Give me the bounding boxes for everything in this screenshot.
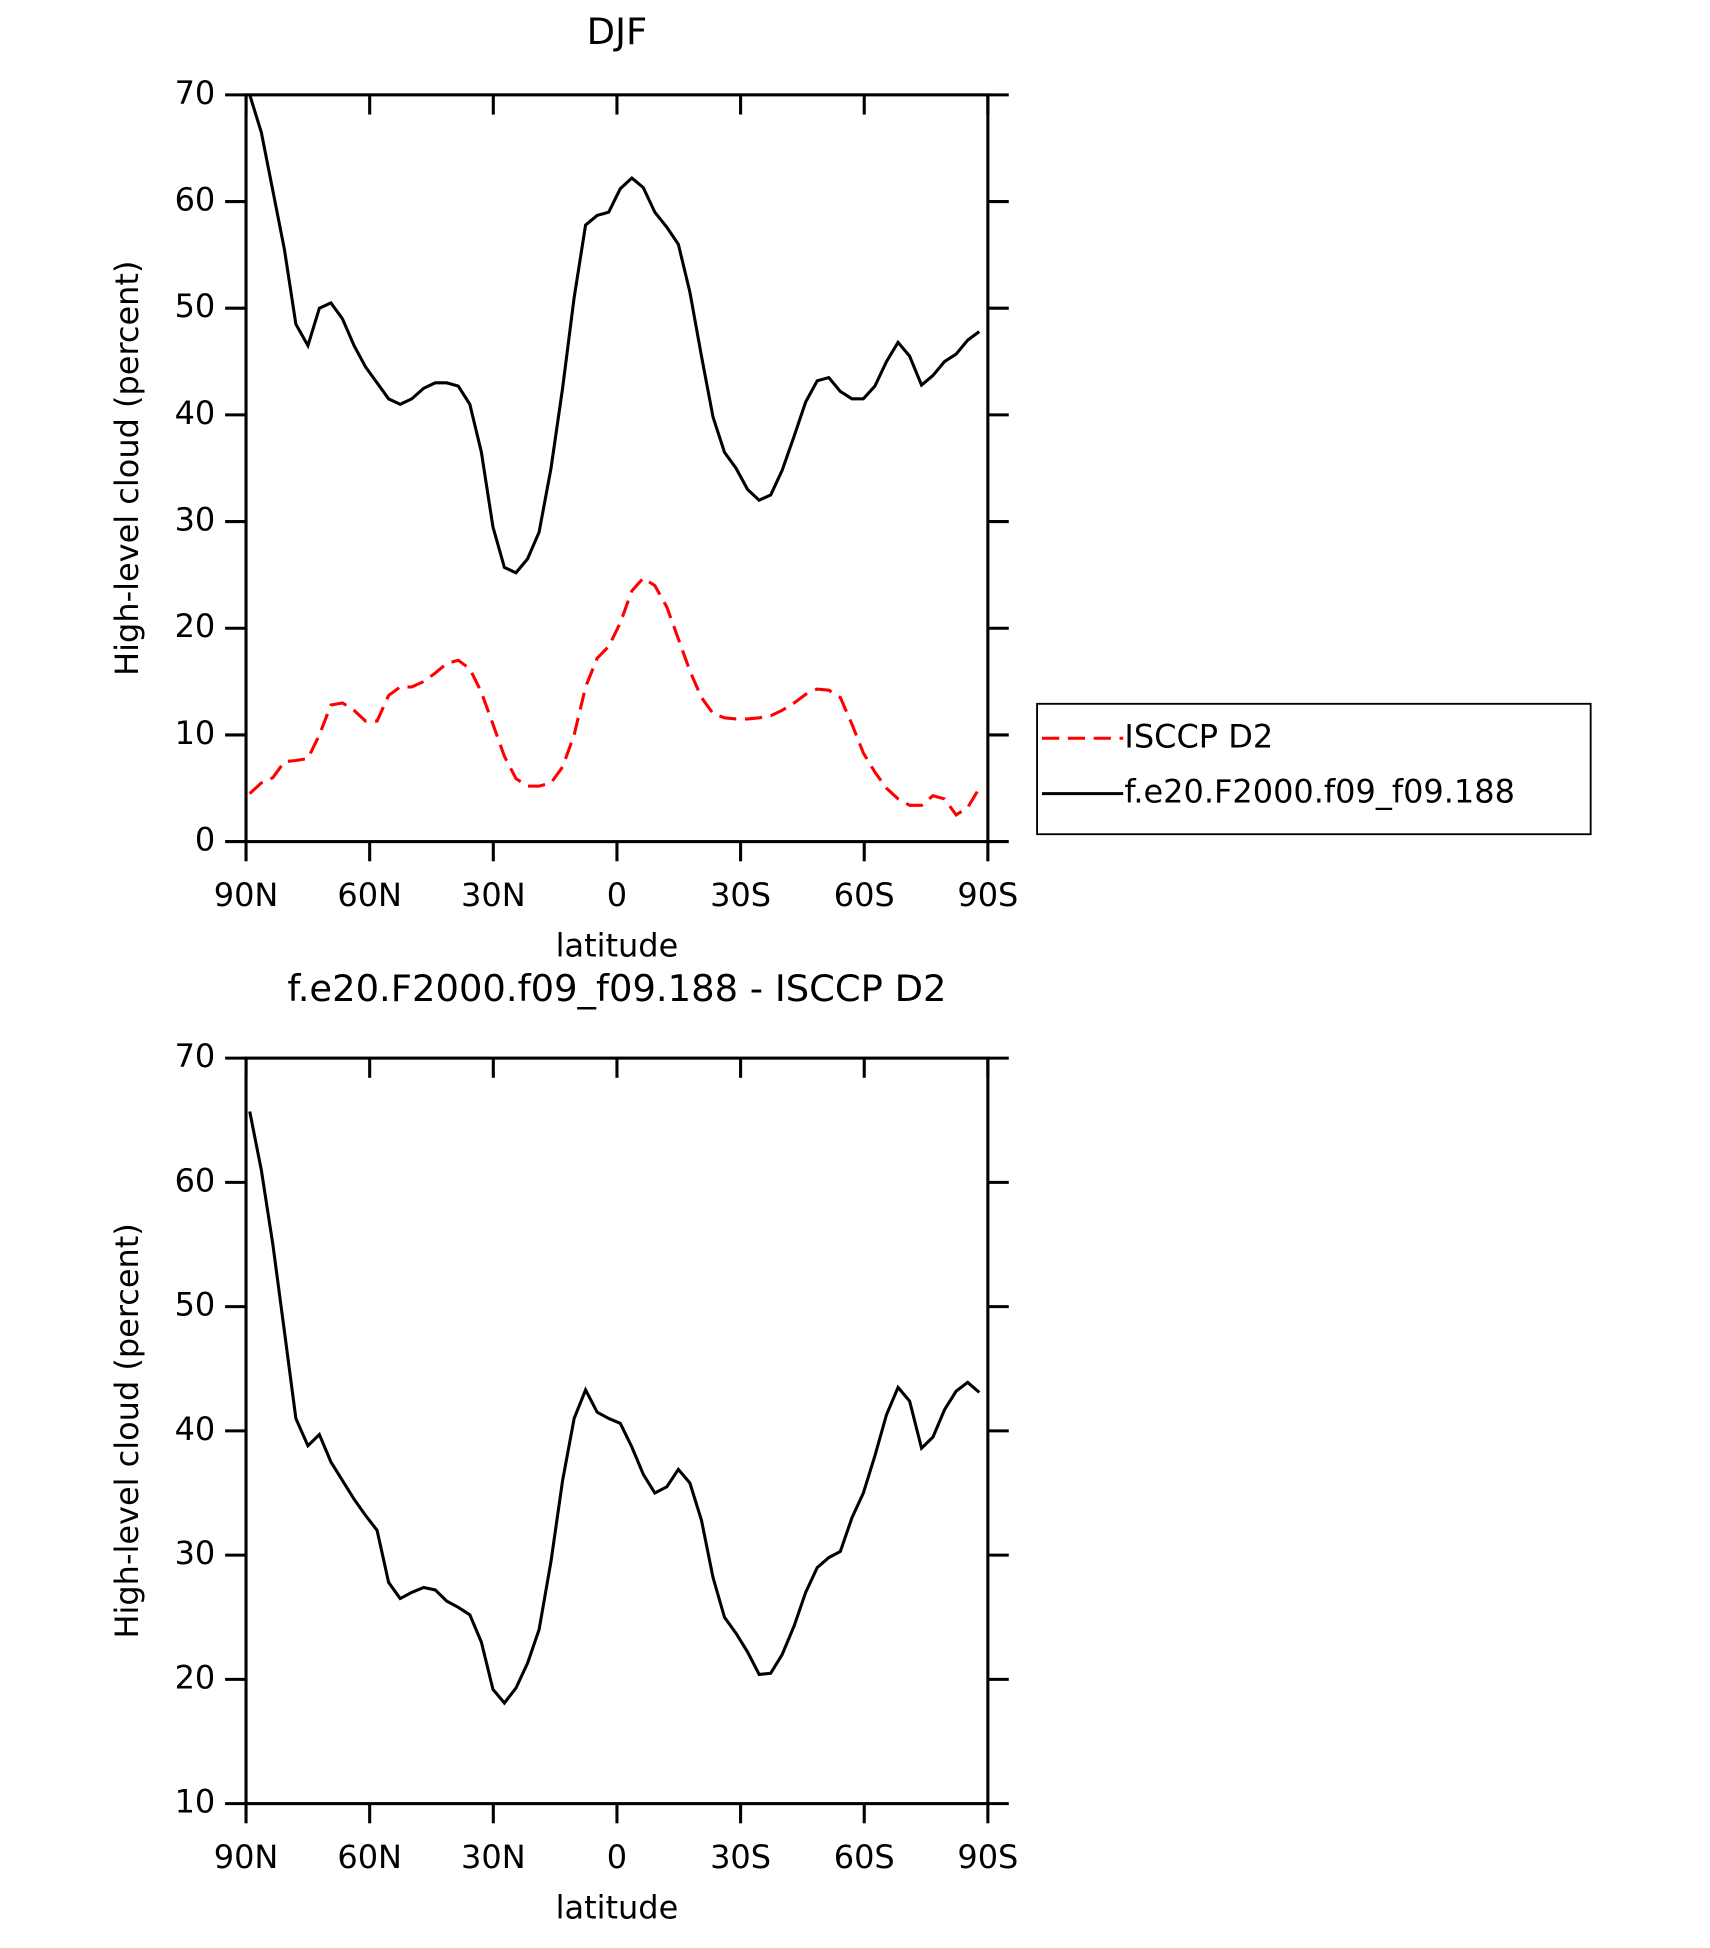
x-tick-label: 0 xyxy=(607,876,627,914)
y-tick-label: 30 xyxy=(175,501,216,539)
x-tick-label: 30S xyxy=(710,1838,771,1876)
data-line xyxy=(248,576,981,817)
y-tick-label: 10 xyxy=(175,714,216,752)
x-axis-label: latitude xyxy=(556,1888,679,1926)
y-tick-label: 10 xyxy=(175,1783,216,1821)
x-tick-label: 0 xyxy=(607,1838,627,1876)
y-tick-label: 0 xyxy=(195,821,215,859)
legend-label: f.e20.F2000.f09_f09.188 xyxy=(1124,773,1515,811)
x-tick-label: 60S xyxy=(834,876,895,914)
x-tick-label: 90N xyxy=(214,1838,279,1876)
legend-label: ISCCP D2 xyxy=(1124,717,1273,755)
chart-title: f.e20.F2000.f09_f09.188 - ISCCP D2 xyxy=(287,967,946,1010)
data-line xyxy=(248,1111,981,1706)
x-tick-label: 30N xyxy=(461,876,526,914)
data-line xyxy=(248,94,981,575)
y-tick-label: 70 xyxy=(175,74,216,112)
plot-frame xyxy=(244,93,990,844)
y-tick-label: 60 xyxy=(175,1161,216,1199)
x-axis-label: latitude xyxy=(556,926,679,964)
y-tick-label: 50 xyxy=(175,1286,216,1324)
x-tick-label: 60N xyxy=(337,876,402,914)
legend-box xyxy=(1036,702,1592,836)
x-tick-label: 90S xyxy=(957,1838,1018,1876)
x-tick-label: 30S xyxy=(710,876,771,914)
y-axis-label: High-level cloud (percent) xyxy=(108,1223,146,1638)
y-tick-label: 50 xyxy=(175,287,216,325)
x-tick-label: 30N xyxy=(461,1838,526,1876)
y-axis-label: High-level cloud (percent) xyxy=(108,261,146,676)
y-tick-label: 40 xyxy=(175,1410,216,1448)
chart-title: DJF xyxy=(587,10,648,53)
x-tick-label: 90N xyxy=(214,876,279,914)
x-tick-label: 60S xyxy=(834,1838,895,1876)
y-tick-label: 60 xyxy=(175,181,216,219)
y-tick-label: 20 xyxy=(175,1658,216,1696)
y-tick-label: 40 xyxy=(175,394,216,432)
x-tick-label: 60N xyxy=(337,1838,402,1876)
x-tick-label: 90S xyxy=(957,876,1018,914)
y-tick-label: 20 xyxy=(175,607,216,645)
y-tick-label: 70 xyxy=(175,1037,216,1075)
plot-frame xyxy=(244,1056,990,1806)
y-tick-label: 30 xyxy=(175,1534,216,1572)
